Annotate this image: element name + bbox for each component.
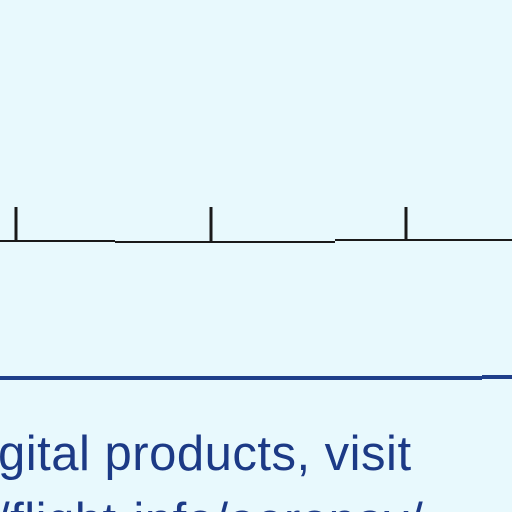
footer-text-line-2: /flight-info/aeronav/	[0, 497, 423, 512]
scale-ticks	[14, 207, 408, 241]
footer-text-line-1: gital products, visit	[0, 427, 412, 481]
scale-bar	[0, 239, 512, 243]
divider-rule	[0, 375, 512, 380]
